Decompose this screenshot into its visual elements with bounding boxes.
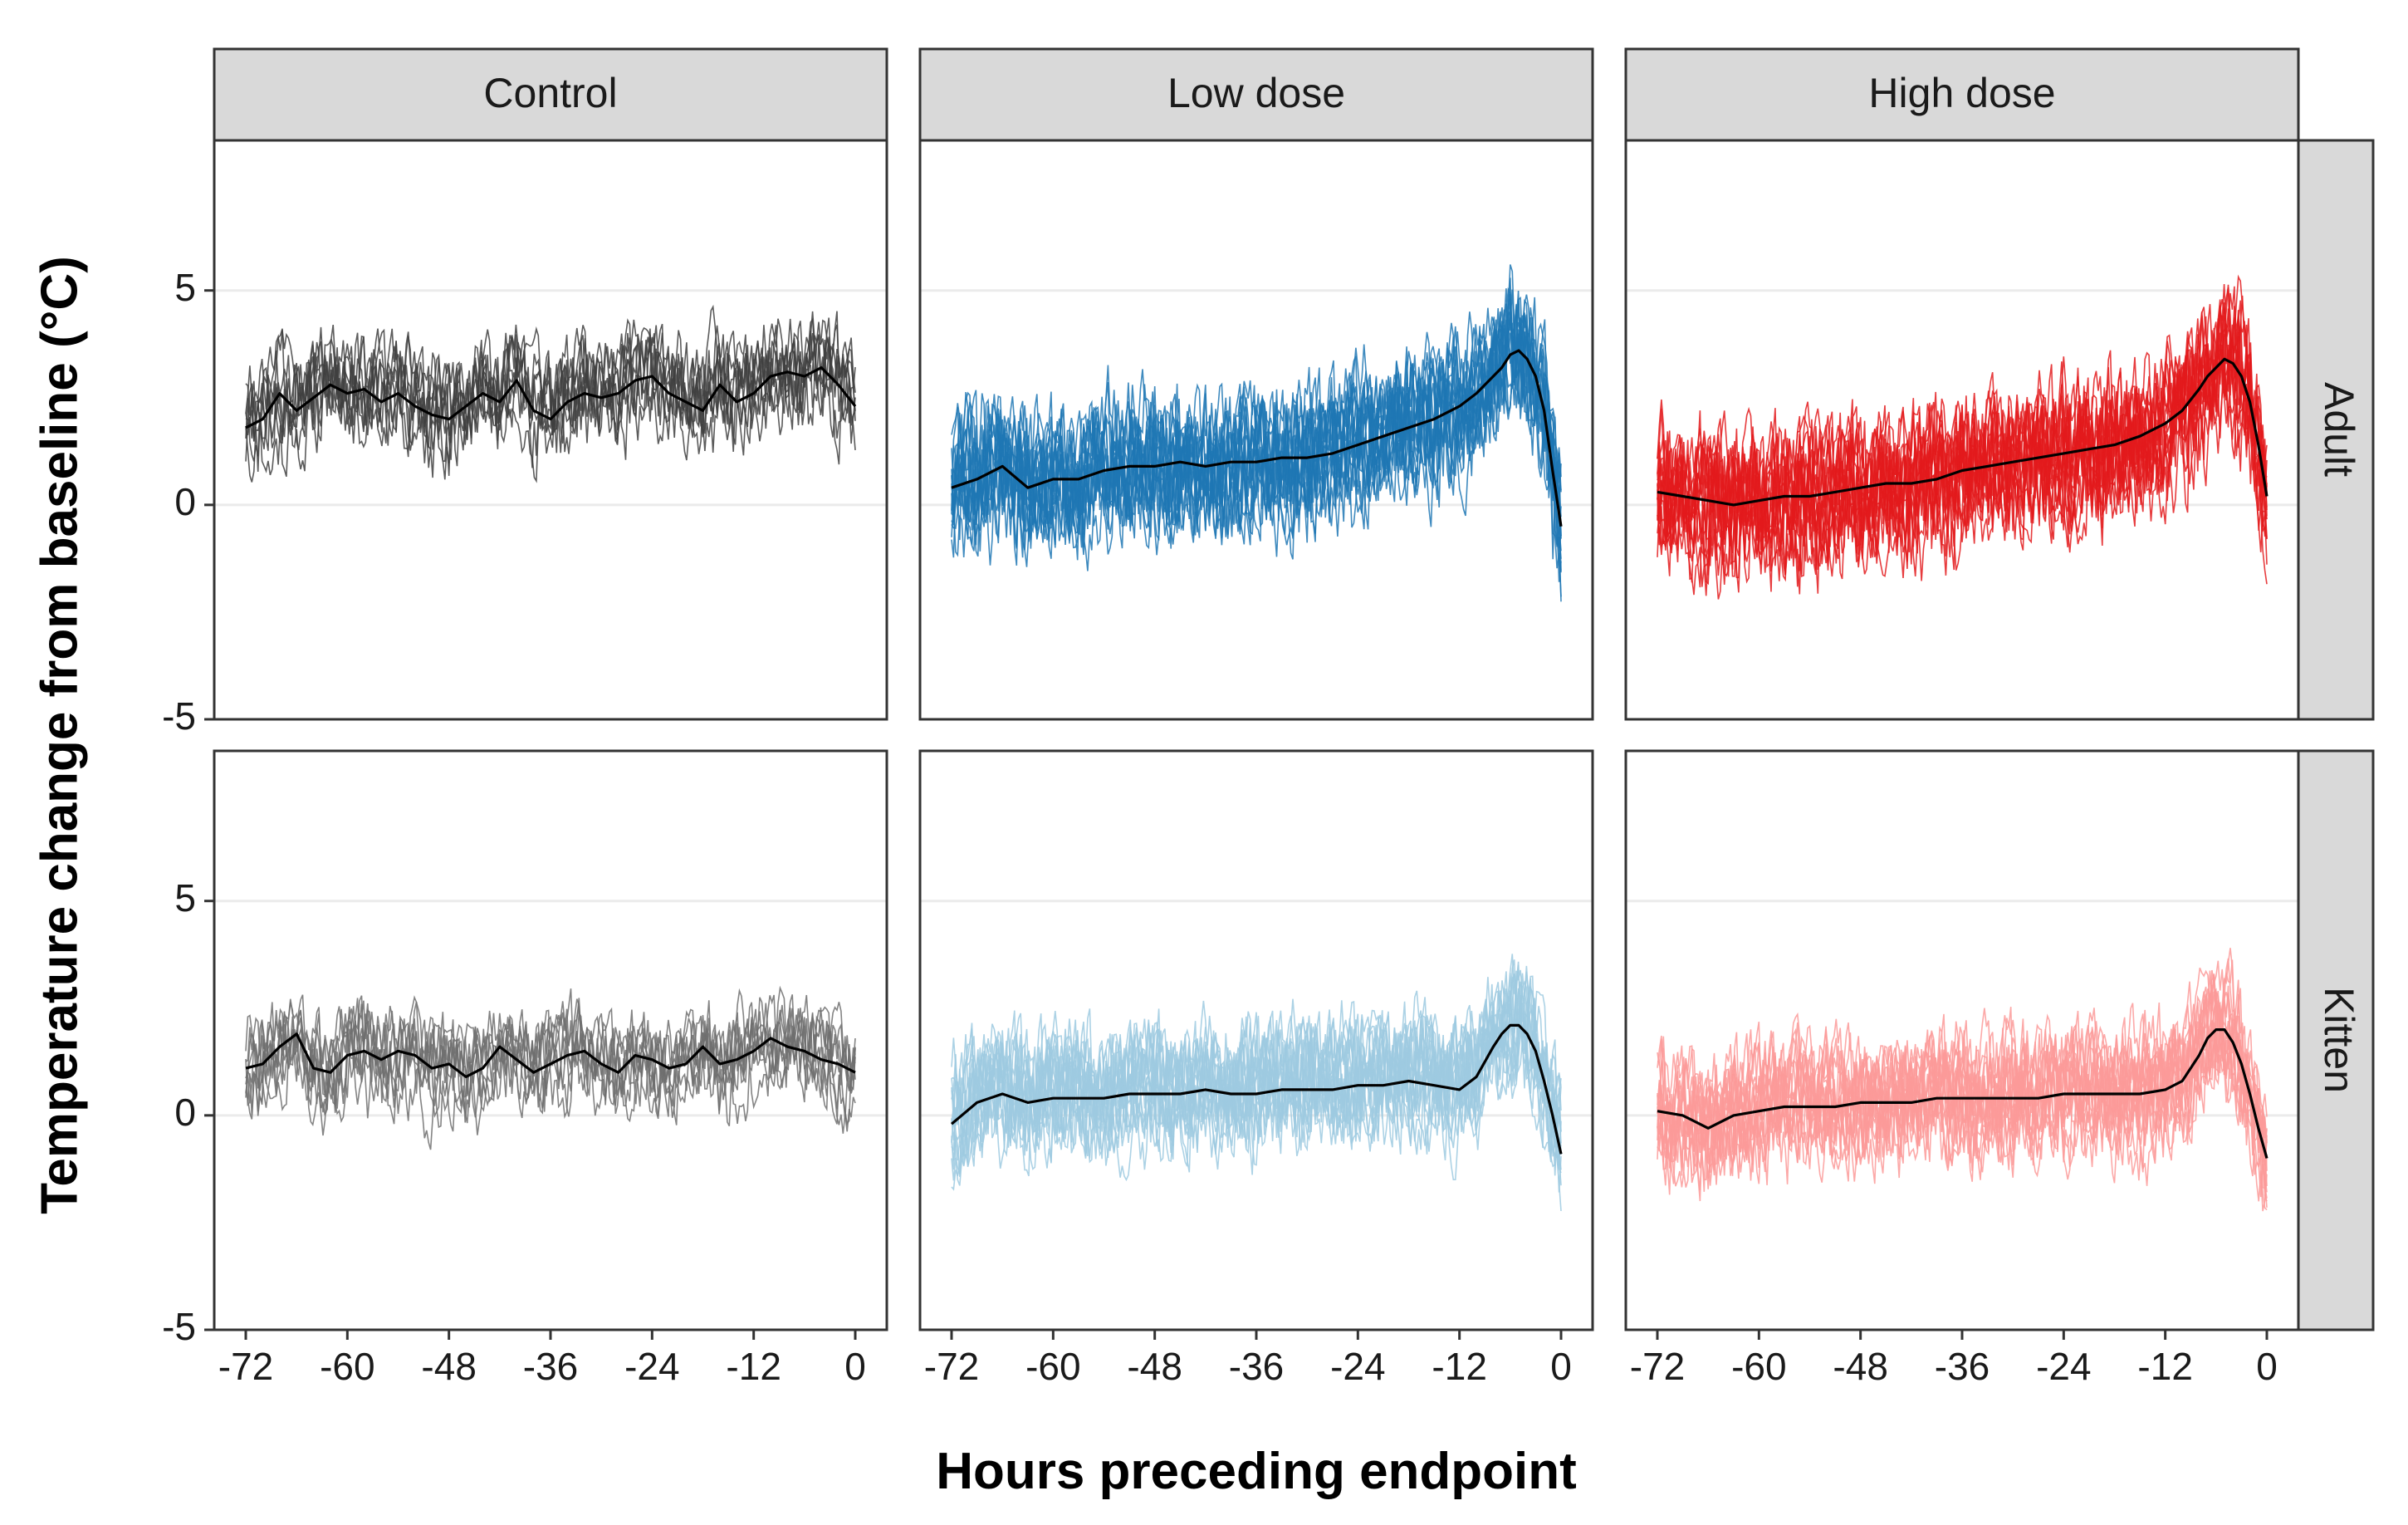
trace-high-dose-kitten — [1657, 958, 2268, 1163]
x-tick-label: -48 — [1833, 1345, 1887, 1388]
x-tick-label: -12 — [2137, 1345, 2192, 1388]
x-tick-label: -60 — [320, 1345, 374, 1388]
y-axis-title: Temperature change from baseline (°C) — [31, 256, 88, 1214]
strip-kitten — [2297, 749, 2375, 1331]
panel-background — [214, 140, 887, 719]
x-tick-label: -36 — [1935, 1345, 1990, 1388]
trace-high-dose-adult — [1657, 299, 2268, 564]
strip-label-high-dose: High dose — [1868, 70, 2055, 116]
y-tick-label: 5 — [174, 876, 196, 919]
mean-line-low-dose-kitten — [950, 1023, 1563, 1155]
panel-traces — [951, 264, 1563, 602]
strip-label-adult: Adult — [2316, 382, 2362, 477]
panel-high-dose-kitten — [1624, 749, 2300, 1331]
mean-line-high-dose-kitten — [1657, 1027, 2269, 1159]
trace-low-dose-kitten — [951, 1001, 1562, 1174]
x-axis-title: Hours preceding endpoint — [936, 1443, 1577, 1500]
x-tick-label: -72 — [218, 1345, 273, 1388]
x-tick-label: -72 — [1630, 1345, 1685, 1388]
mean-line-low-dose-adult — [951, 349, 1563, 527]
row-strips: Adult Kitten — [2297, 139, 2375, 1331]
x-tick-label: -24 — [1330, 1345, 1385, 1388]
trace-control-adult — [245, 311, 856, 451]
y-tick-label: -5 — [162, 694, 196, 738]
mean-line-control-adult — [245, 366, 857, 429]
panel-low-dose-kitten — [918, 749, 1594, 1331]
panel-traces — [950, 954, 1563, 1212]
panel-control-kitten — [213, 749, 888, 1331]
trace-low-dose-kitten — [951, 959, 1562, 1168]
panel-traces — [245, 985, 856, 1150]
x-tick-label: 0 — [2256, 1345, 2278, 1388]
trace-control-kitten — [245, 995, 856, 1117]
trace-low-dose-kitten — [951, 973, 1562, 1154]
x-tick-label: -12 — [726, 1345, 781, 1388]
trace-high-dose-kitten — [1657, 1009, 2268, 1199]
x-tick-label: -36 — [1229, 1345, 1284, 1388]
trace-control-kitten — [245, 1010, 856, 1126]
panels — [213, 139, 2300, 1331]
trace-low-dose-kitten — [951, 1013, 1562, 1191]
panel-border — [213, 139, 888, 721]
panel-traces — [1657, 274, 2269, 600]
strip-control — [213, 47, 888, 142]
trace-low-dose-adult — [951, 309, 1562, 602]
x-tick-label: -60 — [1025, 1345, 1080, 1388]
x-tick-label: 0 — [1550, 1345, 1572, 1388]
y-tick-label: -5 — [162, 1305, 196, 1348]
trace-low-dose-adult — [951, 306, 1562, 597]
panel-border — [918, 139, 1594, 721]
trace-high-dose-kitten — [1657, 1017, 2268, 1211]
trace-high-dose-adult — [1657, 284, 2268, 582]
y-tick-label: 0 — [174, 1091, 196, 1134]
strip-label-low-dose: Low dose — [1167, 70, 1345, 116]
strip-high-dose — [1624, 47, 2300, 142]
x-tick-label: -36 — [523, 1345, 578, 1388]
mean-line-high-dose-adult — [1657, 357, 2269, 507]
strip-label-control: Control — [483, 70, 617, 116]
strip-low-dose — [918, 47, 1594, 142]
trace-high-dose-adult — [1657, 350, 2268, 600]
x-tick-label: -24 — [2036, 1345, 2091, 1388]
trace-high-dose-adult — [1657, 306, 2268, 552]
strip-adult — [2297, 139, 2375, 721]
x-tick-label: -72 — [924, 1345, 979, 1388]
panel-control-adult — [213, 139, 888, 721]
x-tick-label: 0 — [844, 1345, 866, 1388]
x-tick-label: -48 — [421, 1345, 476, 1388]
trace-control-adult — [245, 325, 856, 462]
panel-high-dose-adult — [1624, 139, 2300, 721]
y-tick-label: 0 — [174, 480, 196, 523]
x-tick-label: -24 — [624, 1345, 679, 1388]
panel-traces — [245, 304, 857, 483]
column-strips: Control Low dose High dose — [213, 47, 2300, 142]
trace-high-dose-kitten — [1657, 1001, 2268, 1189]
strip-label-kitten: Kitten — [2316, 987, 2362, 1093]
y-tick-label: 5 — [174, 266, 196, 309]
trace-low-dose-adult — [951, 288, 1562, 552]
panel-traces — [1657, 948, 2269, 1212]
panel-border — [1624, 139, 2300, 721]
x-tick-label: -12 — [1432, 1345, 1486, 1388]
trace-control-adult — [245, 331, 856, 483]
trace-low-dose-adult — [951, 298, 1562, 558]
x-tick-label: -60 — [1731, 1345, 1786, 1388]
mean-line-control-kitten — [245, 1032, 856, 1079]
panel-low-dose-adult — [918, 139, 1594, 721]
x-tick-label: -48 — [1127, 1345, 1182, 1388]
axis-ticks: -5 0 5 -5 0 5 -72 -60 -48 -36 -24 -12 0 -72 -60 -48 -36 -… — [162, 266, 2278, 1388]
